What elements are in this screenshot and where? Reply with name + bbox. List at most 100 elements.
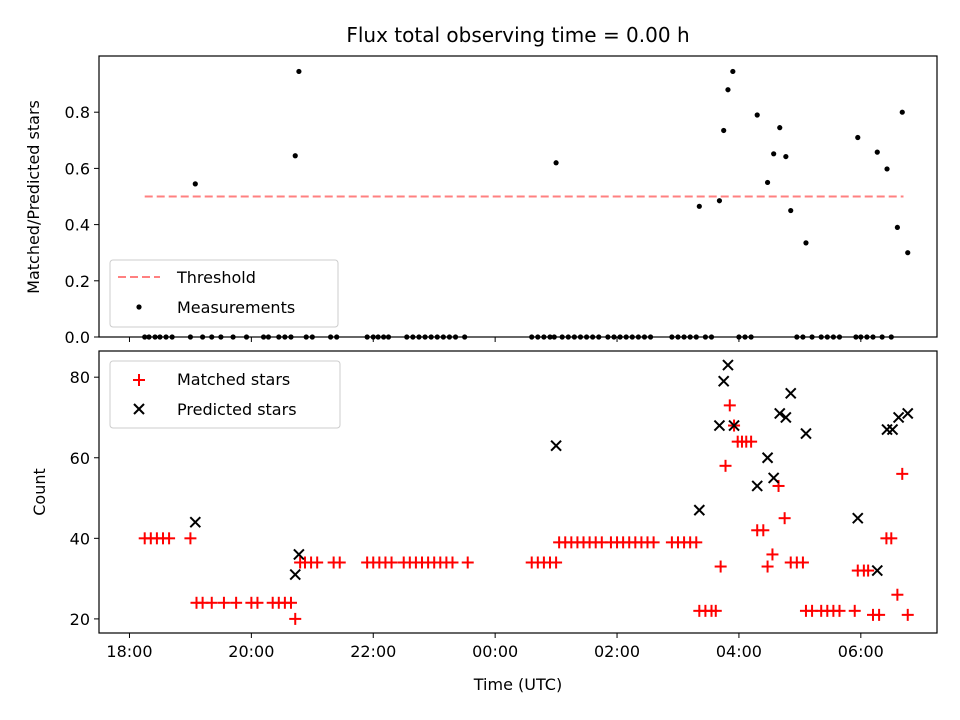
bottom-ticks: 20 40 60 80 18:00 20:00 22:00 00:00 02:00 04:00 06… <box>70 368 884 661</box>
matched-star-point <box>848 604 861 617</box>
measurement-point <box>874 149 880 155</box>
bottom-y-tick-label: 20 <box>70 610 90 629</box>
bottom-y-tick-label: 80 <box>70 368 90 387</box>
top-ticks: 0.0 0.2 0.4 0.6 0.8 <box>65 103 862 347</box>
measurement-point <box>296 68 302 75</box>
measurement-point <box>721 127 727 134</box>
matched-star-point <box>311 556 324 569</box>
predicted-star-point <box>722 359 734 371</box>
legend-matched-swatch <box>133 374 145 386</box>
bottom-axes-frame <box>98 350 938 634</box>
predicted-star-point <box>550 439 562 452</box>
matched-star-point <box>885 532 898 545</box>
predicted-star-points <box>189 359 914 581</box>
bottom-y-axis-label: Count <box>30 468 49 516</box>
predicted-star-point <box>892 411 905 424</box>
measurement-point <box>553 160 559 166</box>
matched-star-point <box>891 588 904 601</box>
legend-measurements-swatch <box>136 304 142 310</box>
bottom-axes: 20 40 60 80 18:00 20:00 22:00 00:00 02:00 04:00 06… <box>30 350 938 694</box>
predicted-star-point <box>751 480 763 492</box>
legend-threshold-label: Threshold <box>176 268 256 287</box>
predicted-star-point <box>767 472 780 484</box>
matched-star-points <box>138 399 914 625</box>
matched-star-point <box>896 467 909 480</box>
measurement-point <box>894 224 900 231</box>
matched-star-point <box>163 532 176 545</box>
legend-matched-label: Matched stars <box>177 370 290 389</box>
predicted-star-point <box>713 419 726 432</box>
measurement-point <box>764 179 771 186</box>
bottom-legend: Matched stars Predicted stars <box>109 360 341 429</box>
predicted-star-point <box>761 452 774 464</box>
predicted-star-point <box>800 427 812 440</box>
matched-star-point <box>385 556 398 569</box>
predicted-star-point <box>780 411 792 424</box>
matched-star-point <box>690 536 703 549</box>
matched-star-point <box>446 556 459 569</box>
measurement-point <box>777 125 783 131</box>
predicted-star-point <box>189 516 202 528</box>
predicted-star-point <box>871 564 883 577</box>
predicted-star-point <box>886 423 899 436</box>
legend-predicted-swatch <box>133 403 145 415</box>
predicted-star-point <box>289 568 301 581</box>
measurement-point <box>788 207 794 214</box>
x-tick-label: 06:00 <box>838 642 884 661</box>
predicted-star-point <box>693 504 706 516</box>
predicted-star-point <box>728 419 740 432</box>
measurement-point <box>696 203 702 209</box>
matched-star-point <box>745 435 758 448</box>
matched-star-point <box>778 512 791 525</box>
predicted-star-point <box>293 548 305 561</box>
matched-star-point <box>714 560 727 573</box>
top-legend-box <box>109 259 339 328</box>
matched-star-point <box>833 604 846 617</box>
measurement-point <box>899 109 905 115</box>
matched-star-point <box>873 608 886 621</box>
x-tick-label: 00:00 <box>472 642 518 661</box>
matched-star-point <box>719 459 732 472</box>
matched-star-point <box>761 560 774 573</box>
measurement-point <box>771 151 777 157</box>
measurement-point <box>725 87 731 93</box>
top-y-tick-label: 0.0 <box>65 328 90 347</box>
matched-star-point <box>184 532 197 545</box>
measurement-point <box>884 166 890 172</box>
top-axes-frame <box>98 55 938 338</box>
measurement-point <box>905 250 911 256</box>
x-tick-label: 04:00 <box>716 642 762 661</box>
predicted-star-point <box>717 375 730 387</box>
bottom-y-tick-label: 60 <box>70 449 90 468</box>
measurement-point <box>716 198 723 204</box>
top-axes: 0.00.20.40.60.8 Matched/Predicted stars … <box>24 55 938 347</box>
matched-star-point <box>723 399 736 412</box>
matched-star-point <box>284 596 297 609</box>
matched-star-point <box>550 556 563 569</box>
matched-star-point <box>251 596 264 609</box>
top-y-axis-label: Matched/Predicted stars <box>24 100 43 294</box>
top-y-tick-label: 0.4 <box>65 216 90 235</box>
matched-star-point <box>205 596 218 609</box>
bottom-y-tick-label: 40 <box>70 529 90 548</box>
predicted-star-point <box>852 512 864 524</box>
legend-predicted-label: Predicted stars <box>177 400 297 419</box>
predicted-star-point <box>774 407 786 420</box>
x-tick-label: 02:00 <box>594 642 640 661</box>
x-tick-label: 18:00 <box>106 642 152 661</box>
top-y-tick-label: 0.2 <box>65 272 90 291</box>
top-chart-title: Flux total observing time = 0.00 h <box>346 23 689 47</box>
x-tick-label: 20:00 <box>228 642 274 661</box>
matched-star-point <box>461 556 474 569</box>
top-y-tick-label: 0.8 <box>65 103 90 122</box>
x-axis-label: Time (UTC) <box>473 675 562 694</box>
matched-star-point <box>230 596 243 609</box>
measurement-point <box>855 134 861 141</box>
measurement-point <box>192 181 198 187</box>
measurement-point <box>754 112 760 118</box>
matched-star-point <box>709 604 722 617</box>
bottom-legend-box <box>109 360 341 429</box>
top-y-tick-label: 0.6 <box>65 159 90 178</box>
